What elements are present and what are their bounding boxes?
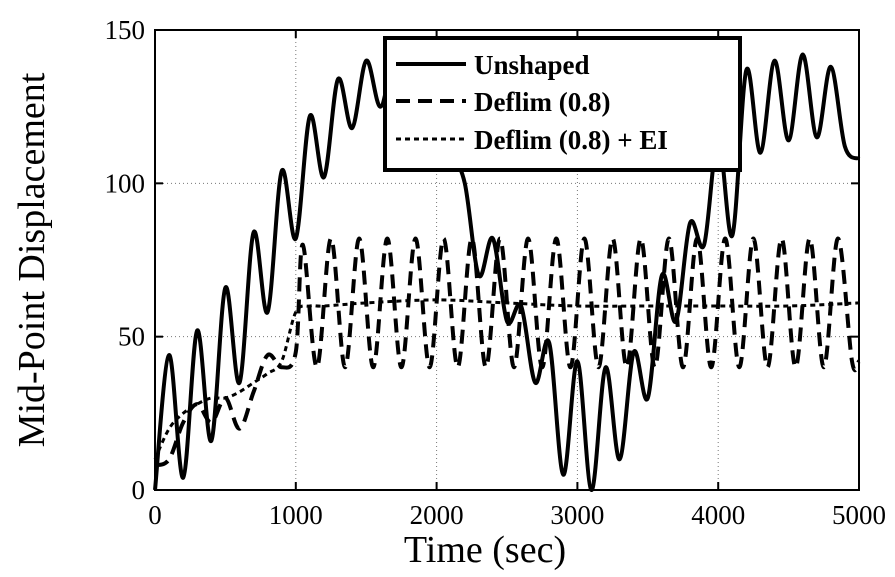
plot-frame xyxy=(154,29,860,491)
y-tick-label: 100 xyxy=(105,168,146,198)
x-tick-label: 4000 xyxy=(691,500,745,530)
series-line-2 xyxy=(154,236,861,468)
x-tick-label: 3000 xyxy=(550,500,604,530)
y-axis-ticks: 0 50 100 150 xyxy=(105,15,859,505)
y-axis-title: Mid-Point Displacement xyxy=(11,72,53,447)
series-lines xyxy=(153,52,861,493)
legend-label-deflim-ei: Deflim (0.8) + EI xyxy=(474,125,668,155)
y-tick-label: 150 xyxy=(105,15,146,45)
series-line-1 xyxy=(153,52,861,493)
x-tick-label: 0 xyxy=(148,500,162,530)
legend-label-deflim: Deflim (0.8) xyxy=(474,87,610,117)
y-tick-label: 50 xyxy=(118,322,145,352)
series-line-3 xyxy=(153,298,860,460)
legend-box xyxy=(383,36,742,172)
x-tick-label: 5000 xyxy=(832,500,886,530)
x-tick-label: 1000 xyxy=(269,500,323,530)
x-axis-title: Time (sec) xyxy=(404,529,566,571)
legend: Unshaped Deflim (0.8) Deflim (0.8) + EI xyxy=(383,36,742,172)
y-tick-label: 0 xyxy=(132,475,146,505)
legend-label-unshaped: Unshaped xyxy=(474,50,590,80)
x-tick-label: 2000 xyxy=(410,500,464,530)
